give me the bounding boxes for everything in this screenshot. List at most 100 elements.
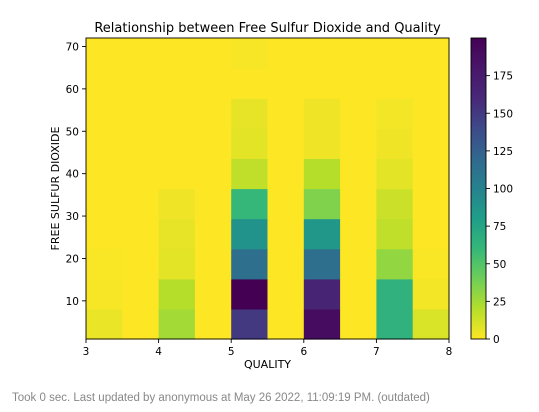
heatmap-cell	[86, 278, 123, 310]
heatmap-cell	[412, 218, 450, 250]
heatmap-cell	[340, 188, 377, 220]
heatmap-cell	[194, 158, 232, 190]
colorbar-tick-label: 150	[493, 108, 513, 120]
heatmap-cell	[376, 128, 414, 159]
heatmap-cell	[158, 68, 196, 99]
heatmap-cell	[86, 218, 123, 250]
heatmap-cell	[231, 308, 269, 340]
heatmap-cell	[340, 248, 377, 280]
heatmap-cell	[122, 158, 160, 190]
x-tick-label: 6	[300, 346, 307, 358]
heatmap-cell	[194, 38, 232, 69]
heatmap-cell	[231, 38, 269, 69]
heatmap-cell	[231, 98, 269, 129]
heatmap-cell	[376, 68, 414, 99]
heatmap-cell	[86, 248, 123, 280]
colorbar-tick-label: 25	[493, 296, 506, 308]
heatmap-cell	[303, 68, 341, 99]
chart-title: Relationship between Free Sulfur Dioxide…	[94, 21, 441, 36]
heatmap-cell	[267, 38, 305, 69]
y-axis-label: FREE SULFUR DIOXIDE	[49, 126, 62, 250]
colorbar-tick-label: 75	[493, 221, 506, 233]
heatmap-cell	[158, 158, 196, 190]
heatmap-cell	[303, 98, 341, 129]
heatmap-cell	[303, 218, 341, 250]
heatmap-cell	[194, 308, 232, 340]
colorbar-tick-label: 50	[493, 259, 506, 271]
heatmap-cell	[86, 68, 123, 99]
y-tick-label: 10	[66, 296, 79, 308]
heatmap-cell	[340, 218, 377, 250]
heatmap-cell	[412, 158, 450, 190]
heatmap-cell	[376, 158, 414, 190]
heatmap-cell	[231, 188, 269, 220]
heatmap-cell	[86, 38, 123, 69]
heatmap-cell	[158, 128, 196, 159]
y-tick-label: 20	[66, 253, 79, 265]
x-tick-label: 8	[446, 346, 453, 358]
heatmap-cell	[86, 188, 123, 220]
heatmap-cell	[267, 248, 305, 280]
heatmap-cell	[194, 188, 232, 220]
heatmap-cell	[340, 68, 377, 99]
x-tick-label: 4	[155, 346, 162, 358]
heatmap-cell	[158, 38, 196, 69]
heatmap-cell	[194, 248, 232, 280]
heatmap-cell	[267, 218, 305, 250]
chart-svg: Relationship between Free Sulfur Dioxide…	[49, 21, 513, 371]
heatmap-cell	[122, 248, 160, 280]
heatmap-cell	[340, 98, 377, 129]
heatmap-cell	[303, 278, 341, 310]
colorbar-tick-label: 100	[493, 184, 513, 196]
heatmap-cell	[412, 188, 450, 220]
heatmap-cell	[267, 98, 305, 129]
heatmap-cell	[376, 98, 414, 129]
heatmap-cell	[412, 38, 450, 69]
heatmap-cell	[376, 308, 414, 340]
heatmap-cell	[231, 218, 269, 250]
heatmap-cell	[122, 38, 160, 69]
heatmap-cell	[412, 68, 450, 99]
y-tick-label: 70	[66, 41, 79, 53]
heatmap-cell	[303, 128, 341, 159]
heatmap-cell	[340, 278, 377, 310]
colorbar-tick-label: 125	[493, 146, 513, 158]
heatmap-cell	[86, 308, 123, 340]
heatmap-cell	[340, 128, 377, 159]
heatmap-cell	[122, 68, 160, 99]
heatmap-cell	[122, 308, 160, 340]
heatmap-cell	[412, 98, 450, 129]
heatmap-cell	[376, 248, 414, 280]
heatmap-cell	[86, 98, 123, 129]
heatmap-cell	[194, 218, 232, 250]
heatmap-cell	[267, 188, 305, 220]
heatmap-cell	[412, 248, 450, 280]
y-tick-label: 50	[66, 126, 79, 138]
x-tick-label: 3	[83, 346, 90, 358]
heatmap-chart: Relationship between Free Sulfur Dioxide…	[49, 21, 513, 371]
colorbar-ticks: 0 25 50 75 100 125 150 175	[486, 71, 513, 346]
heatmap-cell	[340, 308, 377, 340]
heatmap-cell	[267, 308, 305, 340]
heatmap-cell	[412, 128, 450, 159]
heatmap-cell	[303, 158, 341, 190]
heatmap-cell	[86, 158, 123, 190]
heatmap-cell	[412, 308, 450, 340]
heatmap-cell	[158, 308, 196, 340]
heatmap-cell	[303, 308, 341, 340]
heatmap-cell	[267, 278, 305, 310]
y-axis-ticks: 10 20 30 40 50 60 70	[66, 41, 86, 308]
heatmap-cell	[376, 278, 414, 310]
heatmap-cell	[158, 218, 196, 250]
heatmap-cells	[86, 38, 450, 340]
x-tick-label: 7	[373, 346, 380, 358]
x-tick-label: 5	[228, 346, 235, 358]
colorbar	[471, 38, 486, 339]
heatmap-cell	[340, 158, 377, 190]
heatmap-cell	[267, 128, 305, 159]
heatmap-cell	[194, 128, 232, 159]
heatmap-cell	[122, 278, 160, 310]
heatmap-cell	[412, 278, 450, 310]
heatmap-cell	[158, 188, 196, 220]
colorbar-tick-label: 0	[493, 334, 500, 346]
